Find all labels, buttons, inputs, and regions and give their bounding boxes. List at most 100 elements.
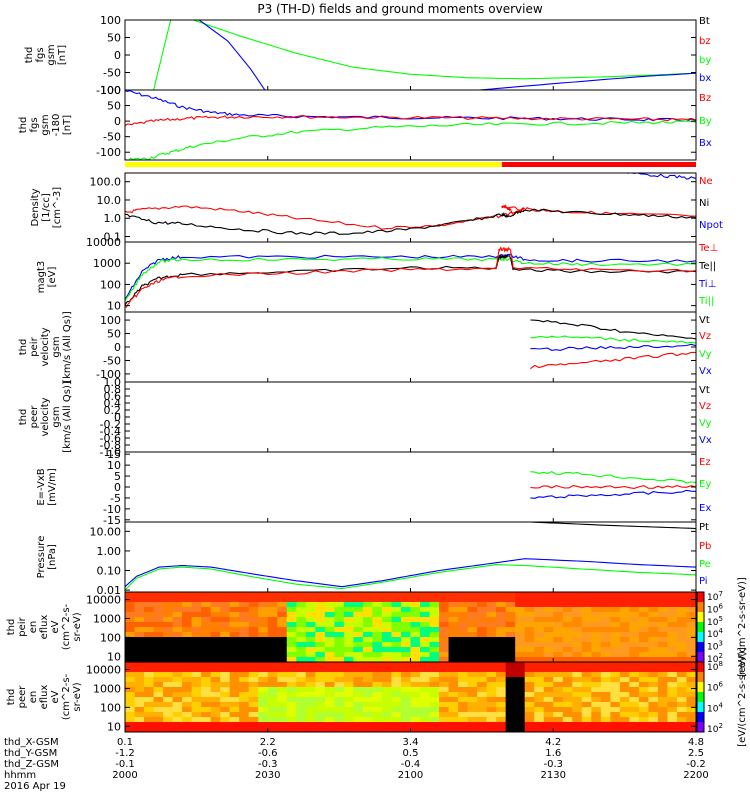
spectrogram-cell <box>144 687 155 693</box>
colorbar-tick-label: 102 <box>707 722 723 735</box>
spectrogram-cell <box>562 602 573 608</box>
legend-label-Pb: Pb <box>699 541 711 552</box>
legend-label-Ez: Ez <box>699 457 711 468</box>
spectrogram-cell <box>420 697 431 703</box>
spectrogram-cell <box>210 687 221 693</box>
spectrogram-cell <box>258 607 269 613</box>
spectrogram-cell <box>562 672 573 678</box>
spectrogram-cell <box>248 727 259 732</box>
spectrogram-cell <box>686 637 696 643</box>
spectrogram-cell <box>477 657 488 662</box>
spectrogram-cell <box>258 712 269 718</box>
spectrogram-cell <box>448 702 459 708</box>
y-tick-label: 10 <box>107 300 121 313</box>
x-tick-value-Z: -0.3 <box>258 759 278 770</box>
spectrogram-cell <box>581 602 592 608</box>
spectrogram-cell <box>153 592 164 598</box>
spectrogram-cell <box>448 617 459 623</box>
spectrogram-cell <box>315 717 326 723</box>
colorbar-tick-label: 106 <box>707 602 723 615</box>
spectrogram-cell <box>362 692 374 698</box>
spectrogram-cell <box>619 672 630 678</box>
spectrogram-cell <box>343 607 354 613</box>
colorbar-segment <box>697 622 704 633</box>
y-tick-label: -50 <box>103 354 121 367</box>
spectrogram-cell <box>324 727 335 732</box>
spectrogram-cell <box>553 602 564 608</box>
spectrogram-cell <box>372 697 383 703</box>
spectrogram-cell <box>296 727 307 732</box>
spectrogram-cell <box>362 667 374 673</box>
spectrogram-cell <box>172 647 183 653</box>
spectrogram-cell <box>581 682 592 688</box>
spectrogram-cell <box>410 602 421 608</box>
spectrogram-cell <box>277 722 288 728</box>
spectrogram-cell <box>305 707 316 713</box>
spectrogram-cell <box>400 602 412 608</box>
spectrogram-cell <box>467 667 478 673</box>
spectrogram-cell <box>153 682 164 688</box>
spectrogram-cell <box>467 672 478 678</box>
spectrogram-cell <box>277 597 288 603</box>
series-line-Ti|| <box>125 256 696 301</box>
spectrogram-cell <box>381 707 393 713</box>
spectrogram-cell <box>391 687 402 693</box>
spectrogram-cell <box>191 632 202 638</box>
spectrogram-cell <box>153 597 164 603</box>
spectrogram-cell <box>600 617 611 623</box>
spectrogram-cell <box>163 727 174 732</box>
spectrogram-cell <box>229 677 240 683</box>
spectrogram-cell <box>381 612 393 618</box>
spectrogram-cell <box>362 682 374 688</box>
series-line-Vx <box>530 343 696 351</box>
spectrogram-cell <box>448 687 459 693</box>
spectrogram-cell <box>591 607 602 613</box>
y-axis-label-line: peir <box>17 616 28 636</box>
spectrogram-cell <box>248 647 259 653</box>
spectrogram-cell <box>191 592 202 598</box>
spectrogram-cell <box>343 672 354 678</box>
spectrogram-cell <box>458 617 469 623</box>
spectrogram-cell <box>600 652 611 658</box>
series-line-Te|| <box>125 253 696 306</box>
y-axis-label: thd peer velocity gsm [km/s (All Qs)] <box>18 381 73 453</box>
colorbar-segment <box>697 662 704 673</box>
spectrogram-cell <box>296 592 307 598</box>
spectrogram-cell <box>258 642 269 648</box>
spectrogram-cell <box>676 692 688 698</box>
spectrogram-cell <box>515 677 526 683</box>
spectrogram-cell <box>572 657 583 662</box>
spectrogram-cell <box>353 722 364 728</box>
spectrogram-cell <box>638 672 650 678</box>
x-axis-row-label: thd_Y-GSM <box>4 748 57 759</box>
spectrogram-cell <box>676 707 688 713</box>
spectrogram-cell <box>134 602 145 608</box>
spectrogram-cell <box>448 697 459 703</box>
spectrogram-cell <box>324 712 335 718</box>
spectrogram-cell <box>343 652 354 658</box>
spectrogram-cell <box>458 607 469 613</box>
spectrogram-cell <box>648 682 659 688</box>
spectrogram-cell <box>163 672 174 678</box>
legend-label-Te||: Te|| <box>698 261 716 272</box>
spectrogram-cell <box>248 627 259 633</box>
spectrogram-cell <box>420 662 431 668</box>
spectrogram-cell <box>315 627 326 633</box>
spectrogram-cell <box>572 597 583 603</box>
spectrogram-cell <box>638 657 650 662</box>
spectrogram-cell <box>648 677 659 683</box>
spectrogram-cell <box>125 697 136 703</box>
spectrogram-cell <box>315 642 326 648</box>
spectrogram-cell <box>144 682 155 688</box>
spectrogram-cell <box>420 712 431 718</box>
spectrogram-cell <box>629 627 640 633</box>
y-axis-label-line: sr-eV) <box>72 682 83 711</box>
spectrogram-cell <box>248 687 259 693</box>
spectrogram-cell <box>619 607 630 613</box>
x-tick-value-t: 2000 <box>112 770 137 781</box>
spectrogram-cell <box>534 592 545 598</box>
spectrogram-cell <box>467 637 478 643</box>
spectrogram-cell <box>657 632 669 638</box>
spectrogram-cell <box>248 697 259 703</box>
spectrogram-cell <box>125 637 136 643</box>
